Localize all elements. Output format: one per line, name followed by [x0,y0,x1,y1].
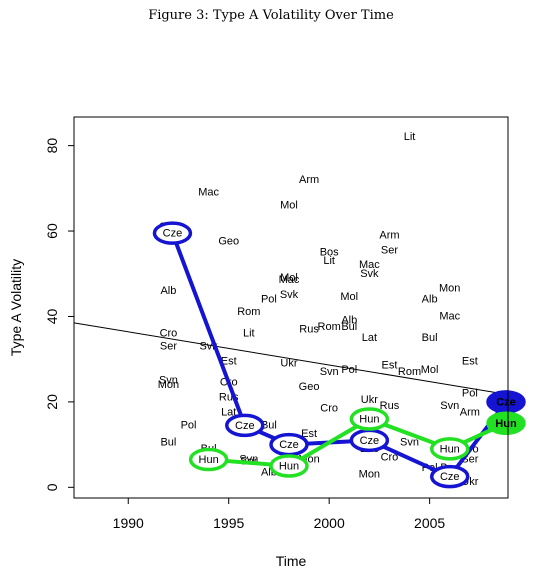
point-label-6: Geo [218,236,239,248]
point-label-22: Alb [341,315,357,327]
point-label-48: Svn [440,400,459,412]
series-marker-cze-1 [225,413,265,438]
point-label-11: Svk [360,268,379,280]
point-label-47: Rus [380,400,400,412]
point-label-27: Lit [243,328,255,340]
series-marker-cze-0 [152,221,193,245]
point-label-53: Bul [261,419,277,431]
series-marker-label-hun-2: Hun [359,413,379,425]
point-label-32: Est [221,355,237,367]
series-marker-label-hun-3: Hun [440,443,460,455]
point-label-14: Alb [160,285,176,297]
series-marker-hun-4 [486,411,526,436]
series-marker-cze-4 [429,464,470,489]
point-label-62: Cro [381,451,399,463]
point-label-8: Ser [381,244,398,256]
x-tick-label-1: 1995 [213,515,244,531]
y-tick-label-3: 60 [44,223,60,239]
series-marker-label-cze-2: Cze [279,439,299,451]
trend-line [73,322,507,395]
point-label-13: Mac [279,274,300,286]
plot-box [73,116,509,499]
point-label-21: Mac [439,310,460,322]
point-label-50: Lat [221,407,236,419]
point-label-55: Svn [400,436,419,448]
point-label-10: Mac [359,259,380,271]
series-marker-label-cze-5: Cze [496,396,516,408]
figure-title: Figure 3: Type A Volatility Over Time [148,8,394,23]
point-label-70: Mon [359,469,380,481]
point-label-46: Ukr [361,394,378,406]
point-label-24: Rus [299,323,319,335]
point-label-28: Lat [362,332,377,344]
point-label-49: Cro [320,402,338,414]
point-label-43: Geo [299,381,320,393]
point-label-17: Mol [340,291,358,303]
point-label-25: Rom [318,321,341,333]
point-label-12: Mol [280,272,298,284]
point-label-40: Svn [159,375,178,387]
series-marker-label-hun-0: Hun [199,454,219,466]
point-label-35: Est [462,355,478,367]
point-label-2: Mac [198,187,219,199]
point-label-29: Bul [422,332,438,344]
point-label-33: Ukr [280,357,297,369]
point-label-56: Bul [160,436,176,448]
series-marker-hun-2 [349,407,390,431]
series-marker-label-hun-1: Hun [279,460,299,472]
point-label-18: Pol [261,293,277,305]
x-tick-label-3: 2005 [414,515,445,531]
point-label-19: Alb [422,293,438,305]
series-marker-label-cze-3: Cze [360,435,380,447]
series-layer: Cze Cze Cze Cze Cze Cze Hun Hun Hun Hun Hun [152,221,526,489]
point-label-0: Lit [404,131,416,143]
point-label-37: Pol [341,364,357,376]
series-marker-label-hun-4: Hun [495,418,517,430]
y-tick-label-0: 0 [44,483,60,491]
x-tick-label-2: 2000 [314,515,345,531]
x-tick-label-0: 1990 [113,515,144,531]
y-tick-label-4: 80 [44,138,60,154]
point-label-54: Est [301,428,317,440]
point-label-20: Rom [237,306,260,318]
series-marker-label-cze-1: Cze [235,420,255,432]
point-label-3: Mol [280,199,298,211]
x-axis-title: Time [276,553,307,569]
point-label-16: Svk [280,289,299,301]
point-label-34: Est [382,360,398,372]
point-label-36: Svn [320,366,339,378]
point-label-5: Arm [379,229,399,241]
y-axis-title: Type A Volatility [8,259,24,356]
series-marker-hun-3 [429,437,470,461]
series-marker-label-cze-4: Cze [440,471,460,483]
y-tick-label-2: 40 [44,308,60,324]
series-marker-hun-1 [269,454,309,478]
series-marker-label-cze-0: Cze [163,228,183,240]
point-label-44: Pol [462,387,478,399]
point-label-38: Rom [398,366,421,378]
point-label-52: Pol [181,419,197,431]
axes: 1990 1995 2000 2005 0 20 40 60 80 [44,138,445,531]
point-label-51: Arm [460,407,480,419]
point-label-9: Lit [323,255,335,267]
series-marker-hun-0 [188,447,229,472]
point-label-41: Mon [158,379,179,391]
point-labels: LitArmMacMolSvkArmGeoBosSerLitMacSvkMolM… [158,131,480,488]
point-label-39: Mol [421,364,439,376]
point-label-26: Cro [160,328,178,340]
y-tick-label-1: 20 [44,394,60,410]
point-label-7: Bos [320,246,339,258]
point-label-23: Bul [341,321,357,333]
point-label-1: Arm [299,174,319,186]
point-label-15: Mon [439,283,460,295]
point-label-30: Ser [160,340,177,352]
